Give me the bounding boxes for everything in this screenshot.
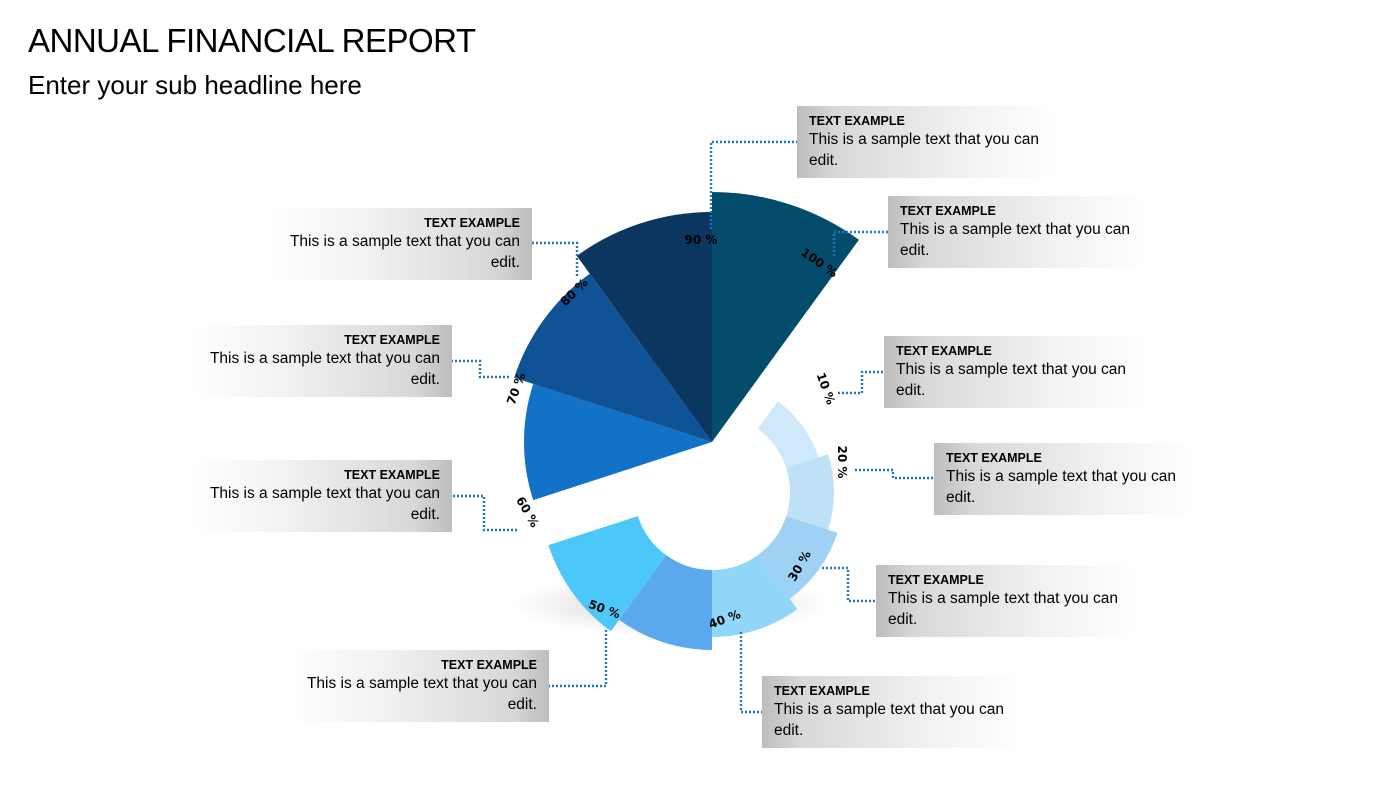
segment-30 <box>757 516 838 599</box>
callout-heading: TEXT EXAMPLE <box>900 204 996 218</box>
callout-box: TEXT EXAMPLE This is a sample text that y… <box>934 443 1194 515</box>
callout-heading: TEXT EXAMPLE <box>888 573 984 587</box>
segment-50 <box>619 555 712 650</box>
segment-60 <box>548 516 667 632</box>
segment-40 <box>712 555 798 637</box>
callout-heading: TEXT EXAMPLE <box>809 114 905 128</box>
callout-box: TEXT EXAMPLE This is a sample text that y… <box>192 460 452 532</box>
connector-line <box>832 230 888 256</box>
connector-line <box>709 140 797 229</box>
percent-label-90: 90 % <box>685 233 718 247</box>
callout-heading: TEXT EXAMPLE <box>344 333 440 347</box>
connector-line <box>838 370 884 395</box>
connector-line <box>855 468 934 480</box>
segment-90 <box>576 212 712 442</box>
callout-text: This is a sample text that you can edit. <box>209 485 440 523</box>
segment-70 <box>523 383 712 501</box>
percent-label-60: 60 % <box>513 494 542 529</box>
callout-text: This is a sample text that you can edit. <box>896 361 1127 399</box>
callout-box: TEXT EXAMPLE This is a sample text that y… <box>797 106 1057 178</box>
callout-text: This is a sample text that you can edit. <box>289 233 520 271</box>
callout-box: TEXT EXAMPLE This is a sample text that y… <box>884 336 1144 408</box>
callout-box: TEXT EXAMPLE This is a sample text that y… <box>289 650 549 722</box>
connector-line <box>532 241 579 276</box>
segment-20 <box>786 454 834 530</box>
segment-10 <box>757 401 819 468</box>
page-title: ANNUAL FINANCIAL REPORT <box>28 22 476 59</box>
callout-text: This is a sample text that you can edit. <box>900 221 1131 259</box>
connector-line <box>822 566 876 603</box>
callout-heading: TEXT EXAMPLE <box>774 684 870 698</box>
callout-box: TEXT EXAMPLE This is a sample text that y… <box>762 676 1022 748</box>
callout-text: This is a sample text that you can edit. <box>774 701 1005 739</box>
callout-text: This is a sample text that you can edit. <box>888 590 1119 628</box>
callout-heading: TEXT EXAMPLE <box>441 658 537 672</box>
callout-heading: TEXT EXAMPLE <box>896 344 992 358</box>
callout-text: This is a sample text that you can edit. <box>946 468 1177 506</box>
callout-heading: TEXT EXAMPLE <box>424 216 520 230</box>
callout-text: This is a sample text that you can edit. <box>209 350 440 388</box>
page-subtitle: Enter your sub headline here <box>28 70 362 100</box>
percent-label-20: 20 % <box>835 446 849 479</box>
connector-line <box>452 359 509 379</box>
callout-box: TEXT EXAMPLE This is a sample text that y… <box>876 565 1136 637</box>
segment-80 <box>514 273 712 442</box>
segment-100 <box>712 192 859 442</box>
callout-heading: TEXT EXAMPLE <box>344 468 440 482</box>
callout-box: TEXT EXAMPLE This is a sample text that y… <box>272 208 532 280</box>
connector-line <box>452 494 517 532</box>
connector-line <box>739 632 762 714</box>
callout-box: TEXT EXAMPLE This is a sample text that y… <box>192 325 452 397</box>
connector-line <box>549 630 608 688</box>
percent-label-10: 10 % <box>814 371 838 407</box>
callout-box: TEXT EXAMPLE This is a sample text that y… <box>888 196 1148 268</box>
callout-heading: TEXT EXAMPLE <box>946 451 1042 465</box>
callout-text: This is a sample text that you can edit. <box>809 131 1040 169</box>
callout-text: This is a sample text that you can edit. <box>306 675 537 713</box>
